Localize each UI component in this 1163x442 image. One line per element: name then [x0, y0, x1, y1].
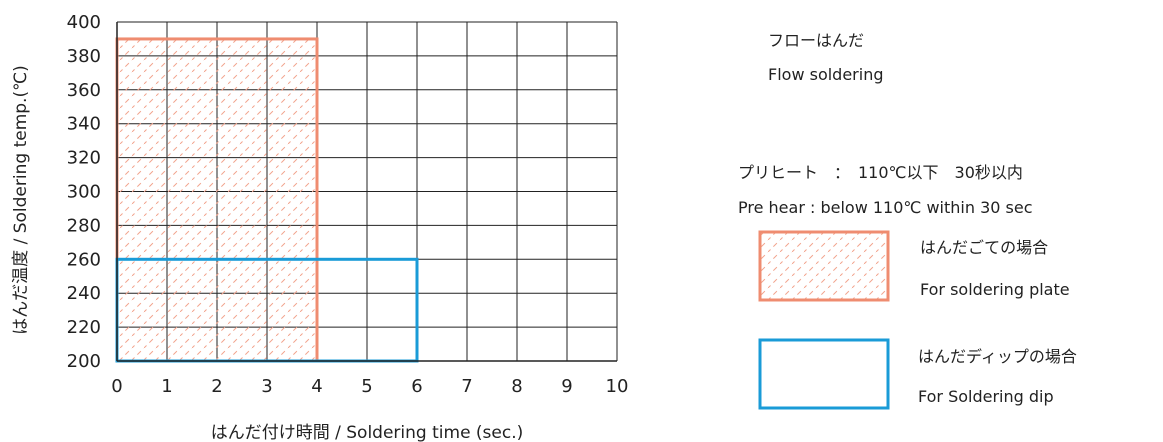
- x-tick-label: 10: [606, 376, 629, 397]
- x-tick-label: 3: [261, 376, 272, 397]
- y-tick-label: 220: [67, 317, 101, 338]
- series-region-soldering-plate: [115, 37, 319, 363]
- axes: [116, 22, 617, 362]
- y-tick-label: 280: [67, 215, 101, 236]
- x-tick-label: 5: [361, 376, 372, 397]
- y-tick-label: 240: [67, 283, 101, 304]
- y-tick-label: 340: [67, 114, 101, 135]
- x-tick-label: 6: [411, 376, 422, 397]
- x-tick-label: 0: [111, 376, 122, 397]
- y-tick-labels: 200 220 240 260 280 300 320 340 360 380 400: [67, 12, 101, 372]
- legend-label-soldering-dip-en: For Soldering dip: [918, 387, 1054, 406]
- y-tick-label: 320: [67, 148, 101, 169]
- preheat-en: Pre hear : below 110℃ within 30 sec: [738, 198, 1033, 217]
- preheat-ja: プリヒート ： 110℃以下 30秒以内: [738, 163, 1023, 182]
- y-tick-label: 400: [67, 12, 101, 33]
- legend-label-soldering-dip-ja: はんだディップの場合: [918, 347, 1077, 366]
- x-tick-label: 4: [311, 376, 322, 397]
- legend-swatch-soldering-dip: [758, 338, 890, 410]
- x-tick-label: 1: [161, 376, 172, 397]
- flow-soldering-en: Flow soldering: [768, 65, 884, 84]
- x-tick-label: 7: [461, 376, 472, 397]
- legend-label-soldering-plate-ja: はんだごての場合: [920, 238, 1048, 257]
- x-axis-title: はんだ付け時間 / Soldering time (sec.): [211, 423, 524, 442]
- x-tick-labels: 0 1 2 3 4 5 6 7 8 9 10: [111, 376, 628, 397]
- x-tick-label: 8: [511, 376, 522, 397]
- flow-soldering-ja: フローはんだ: [768, 31, 864, 50]
- x-tick-label: 9: [561, 376, 572, 397]
- y-tick-label: 200: [67, 351, 101, 372]
- y-tick-label: 260: [67, 249, 101, 270]
- y-tick-label: 380: [67, 46, 101, 67]
- y-tick-label: 300: [67, 182, 101, 203]
- x-tick-label: 2: [211, 376, 222, 397]
- legend-label-soldering-plate-en: For soldering plate: [920, 280, 1070, 299]
- y-axis-title: はんだ温度 / Soldering temp.(℃): [11, 65, 31, 335]
- legend-swatch-soldering-plate: [758, 230, 890, 302]
- y-tick-label: 360: [67, 80, 101, 101]
- series-layer: [115, 37, 419, 363]
